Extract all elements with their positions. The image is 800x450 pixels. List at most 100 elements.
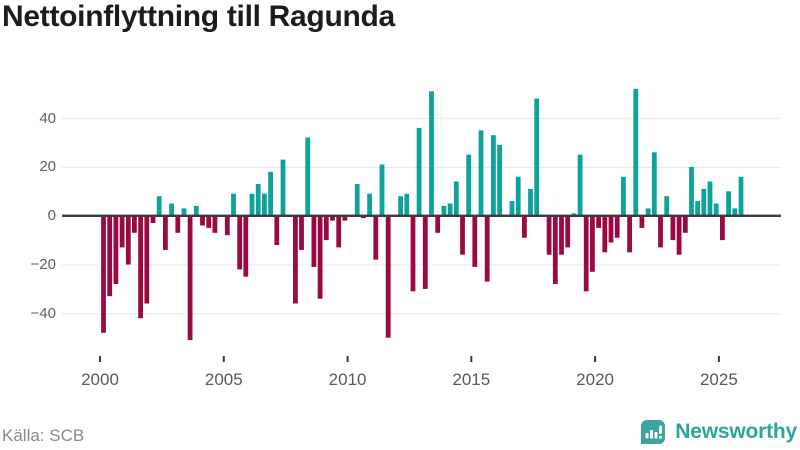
bar-2013Q2 xyxy=(429,91,434,216)
bar-2009Q1 xyxy=(323,215,329,241)
bar-2021Q1 xyxy=(621,176,626,216)
bar-2015Q2 xyxy=(478,130,484,216)
x-tick-2005 xyxy=(222,356,225,362)
x-axis-label-2020: 2020 xyxy=(576,370,614,389)
bar-2008Q3 xyxy=(311,215,317,267)
bar-2009Q3 xyxy=(336,215,342,248)
source-note: Källa: SCB xyxy=(2,426,85,445)
bar-2025Q2 xyxy=(726,191,731,216)
bar-2007Q4 xyxy=(293,215,298,304)
bar-2020Q2 xyxy=(602,215,608,253)
x-tick-2025 xyxy=(717,356,720,362)
bar-2004Q3 xyxy=(212,215,218,233)
bar-2004Q2 xyxy=(206,215,212,228)
bar-2002Q3 xyxy=(163,215,168,250)
gridline-40 xyxy=(62,118,781,120)
bar-2013Q1 xyxy=(422,215,428,289)
bar-2015Q4 xyxy=(491,135,496,216)
bar-2018Q1 xyxy=(546,215,552,255)
bar-2002Q4 xyxy=(169,203,174,216)
bar-2009Q2 xyxy=(330,215,335,221)
bar-2025Q1 xyxy=(720,215,725,241)
bar-2020Q3 xyxy=(608,215,614,243)
bar-2005Q2 xyxy=(231,193,236,216)
bar-2019Q3 xyxy=(583,215,589,292)
bar-2020Q1 xyxy=(596,215,601,228)
bar-2014Q1 xyxy=(447,203,453,216)
bar-2022Q1 xyxy=(645,208,651,216)
bar-2021Q2 xyxy=(627,215,632,253)
bar-2014Q4 xyxy=(466,154,472,216)
bar-2023Q1 xyxy=(670,215,676,241)
bar-2023Q4 xyxy=(689,166,694,216)
bar-2013Q4 xyxy=(441,205,447,216)
y-axis-label-20: 20 xyxy=(39,158,56,176)
bar-2005Q4 xyxy=(243,215,249,277)
bar-2002Q1 xyxy=(150,215,156,223)
bar-2017Q3 xyxy=(534,98,540,216)
bar-2024Q3 xyxy=(707,181,713,216)
y-axis-label--40: −40 xyxy=(30,304,56,322)
bar-2025Q3 xyxy=(732,208,738,216)
chart-title: Nettoinflyttning till Ragunda xyxy=(2,0,395,33)
bar-2023Q3 xyxy=(682,215,688,233)
bar-2015Q3 xyxy=(484,215,490,282)
bar-2005Q3 xyxy=(237,215,243,270)
zero-axis-line xyxy=(62,214,781,217)
x-axis-label-2015: 2015 xyxy=(452,370,491,389)
bar-2019Q1 xyxy=(571,213,577,216)
bar-2012Q4 xyxy=(416,127,422,216)
x-axis-label-2025: 2025 xyxy=(699,370,738,389)
bar-2003Q4 xyxy=(193,205,199,216)
bar-2002Q2 xyxy=(156,196,162,216)
bar-2023Q2 xyxy=(676,215,682,255)
bar-2018Q2 xyxy=(552,215,558,284)
bar-2017Q1 xyxy=(522,215,527,238)
bar-2003Q1 xyxy=(175,215,181,233)
bar-2004Q1 xyxy=(200,215,205,226)
bar-2016Q3 xyxy=(509,201,515,216)
bar-2012Q3 xyxy=(410,215,416,292)
x-tick-2020 xyxy=(594,356,597,362)
bar-2022Q4 xyxy=(664,196,670,216)
bar-2008Q1 xyxy=(299,215,304,250)
bar-2000Q1 xyxy=(101,215,106,333)
gridline--40 xyxy=(62,313,781,315)
bar-2016Q4 xyxy=(515,176,521,216)
bar-2010Q4 xyxy=(367,193,372,216)
x-axis-label-2000: 2000 xyxy=(81,370,119,389)
newsworthy-logo-text: Newsworthy xyxy=(675,420,797,443)
bar-2025Q4 xyxy=(738,176,744,216)
bar-2011Q1 xyxy=(373,215,379,260)
bar-2024Q2 xyxy=(701,188,707,216)
bar-2013Q3 xyxy=(435,215,441,233)
bar-2005Q1 xyxy=(224,215,230,236)
bar-2006Q3 xyxy=(262,193,267,216)
y-axis-label-0: 0 xyxy=(47,207,56,225)
bar-2012Q1 xyxy=(398,196,403,216)
bar-2008Q4 xyxy=(317,215,323,299)
bar-2003Q3 xyxy=(187,215,193,341)
bar-2010Q2 xyxy=(354,184,360,216)
bar-2011Q2 xyxy=(379,164,385,216)
bar-2018Q4 xyxy=(565,215,571,248)
bar-2020Q4 xyxy=(614,215,620,238)
bar-2003Q2 xyxy=(181,208,187,216)
bar-2001Q1 xyxy=(125,215,131,265)
bar-2006Q4 xyxy=(268,171,273,216)
bar-2021Q4 xyxy=(639,215,645,228)
bar-2017Q2 xyxy=(528,188,533,216)
bar-2001Q2 xyxy=(132,215,137,233)
x-axis-label-2010: 2010 xyxy=(328,370,367,389)
newsworthy-logo[interactable]: Newsworthy xyxy=(640,417,797,447)
x-tick-2010 xyxy=(346,356,349,362)
bar-2001Q4 xyxy=(144,215,150,304)
bar-2012Q2 xyxy=(404,193,410,216)
gridline--20 xyxy=(62,264,781,266)
bar-2006Q2 xyxy=(255,184,261,216)
bar-2016Q1 xyxy=(497,144,502,216)
bar-2007Q2 xyxy=(280,159,286,216)
bar-2015Q1 xyxy=(472,215,478,267)
newsworthy-icon xyxy=(641,419,666,444)
bar-2011Q3 xyxy=(385,215,391,338)
